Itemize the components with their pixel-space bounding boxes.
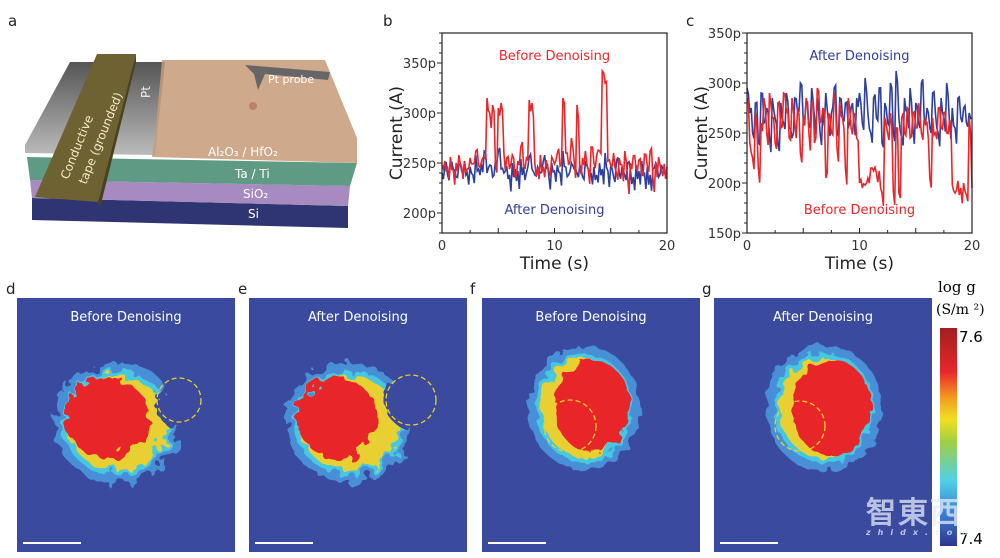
conductance-map-d: Before Denoising [17, 298, 235, 552]
panel-label-e: e [238, 280, 248, 298]
watermark-text: 智東西 [866, 496, 962, 531]
map-image [766, 345, 882, 471]
oxide-layer [152, 60, 357, 163]
y-tick-label: 300p [708, 77, 741, 92]
map-title: Before Denoising [70, 310, 182, 325]
y-tick-label: 150p [708, 227, 741, 242]
panel-label-c: c [686, 12, 695, 30]
x-axis-label: Time (s) [519, 254, 589, 274]
colorbar-min: 7.4 [959, 530, 983, 548]
series-line-after-denoising [746, 70, 973, 153]
probe [245, 65, 330, 90]
annotation: Before Denoising [804, 203, 915, 218]
panel-label-d: d [6, 280, 16, 298]
panel-label-b: b [383, 12, 393, 30]
watermark-sub: zhidx.com [866, 528, 975, 537]
map-image [528, 346, 640, 470]
panel-label-a: a [8, 12, 18, 30]
conductance-map-g: After Denoising [714, 298, 932, 552]
scale-bar [255, 542, 313, 544]
conductance-map-e: After Denoising [249, 298, 467, 552]
colorbar-max: 7.6 [959, 328, 983, 346]
metal-label: Ta / Ti [234, 167, 270, 181]
y-axis-label: Current (A) [387, 86, 407, 180]
panel-label-f: f [470, 280, 476, 298]
x-tick-label: 10 [546, 239, 563, 254]
x-axis-label: Time (s) [824, 254, 894, 274]
oxide-label: Al₂O₃ / HfO₂ [208, 145, 278, 159]
conductance-map-f: Before Denoising [482, 298, 700, 552]
y-tick-label: 350p [403, 57, 436, 72]
y-axis-label: Current (A) [692, 86, 712, 180]
highlight-circle [543, 399, 597, 453]
scale-bar [720, 542, 778, 544]
map-image [54, 363, 202, 483]
x-tick-label: 20 [659, 239, 676, 254]
annotation: After Denoising [809, 49, 909, 64]
annotation: After Denoising [504, 203, 604, 218]
highlight-circle [156, 377, 202, 423]
y-tick-label: 300p [403, 107, 436, 122]
highlight-circle [774, 400, 826, 452]
y-tick-label: 350p [708, 27, 741, 42]
si-label: Si [248, 207, 259, 221]
y-tick-label: 250p [403, 157, 436, 172]
y-tick-label: 250p [708, 127, 741, 142]
sio2-layer [30, 180, 350, 206]
chart-c: 150p 200p 250p 300p 350p 0 10 20 Time (s) Current… [692, 27, 981, 274]
scale-bar [488, 542, 546, 544]
y-tick-label: 200p [403, 207, 436, 222]
series-line-after-denoising [441, 147, 668, 192]
x-tick-label: 20 [964, 239, 981, 254]
highlight-circle [385, 374, 437, 426]
map-title: Before Denoising [535, 310, 647, 325]
colorbar [940, 328, 957, 546]
device-schematic: Pt probe Pt Conductive tape (grounded) A… [25, 54, 357, 228]
panel-label-g: g [702, 280, 712, 298]
map-image [286, 363, 437, 483]
sio2-label: SiO₂ [243, 187, 268, 201]
map-title: After Denoising [307, 310, 409, 325]
pt-label: Pt [139, 86, 153, 98]
probe-label: Pt probe [268, 73, 314, 86]
y-tick-label: 200p [708, 177, 741, 192]
watermark: 智東西 zhidx.com [866, 488, 975, 537]
map-title: After Denoising [772, 310, 874, 325]
colorbar-title-2: (S/m ²) [936, 302, 985, 318]
x-tick-label: 0 [743, 239, 751, 254]
x-tick-label: 0 [438, 239, 446, 254]
colorbar-title-1: log g [938, 278, 976, 296]
series-line-before-denoising [746, 87, 973, 206]
x-tick-label: 10 [851, 239, 868, 254]
conductive-tape [35, 54, 136, 202]
series-line-before-denoising [441, 68, 668, 195]
annotation: Before Denoising [499, 49, 610, 64]
si-layer [32, 198, 348, 228]
chart-b: 200p 250p 300p 350p 0 10 20 Time (s) Current (A)… [387, 32, 676, 274]
scale-bar [23, 542, 81, 544]
